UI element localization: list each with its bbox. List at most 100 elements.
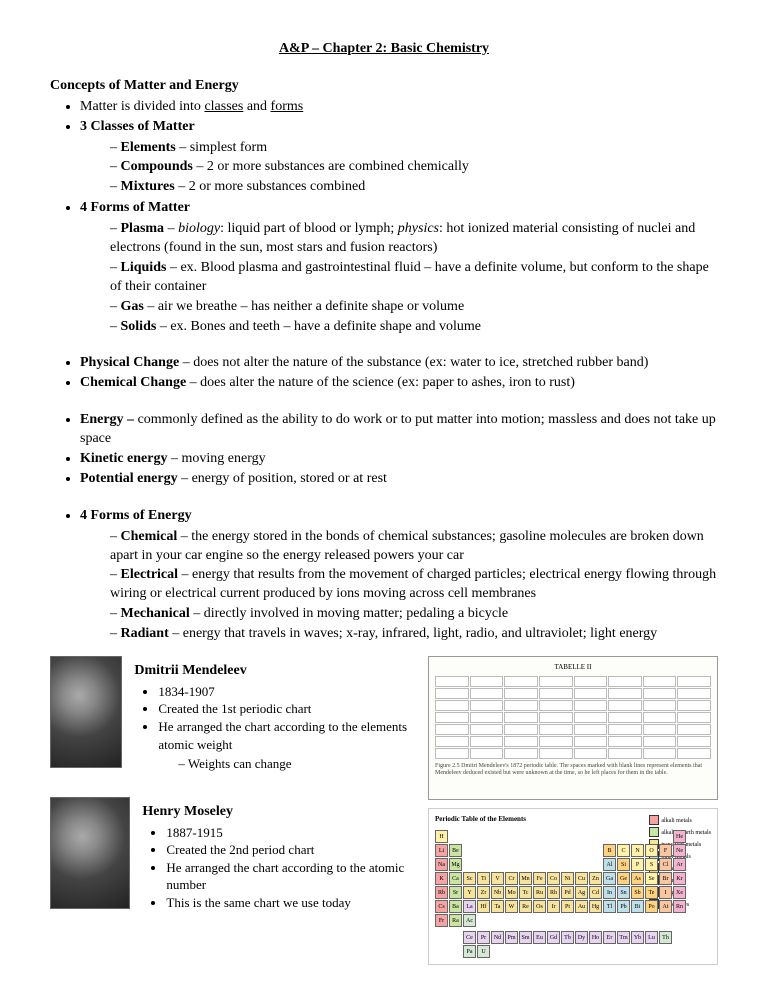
element-cell: Mg: [449, 858, 462, 871]
element-cell: La: [463, 900, 476, 913]
element-cell: Al: [603, 858, 616, 871]
element-cell: Zr: [477, 886, 490, 899]
list-item: 1834-1907: [158, 683, 408, 701]
element-cell: Gd: [547, 931, 560, 944]
list-item: Solids – ex. Bones and teeth – have a de…: [110, 318, 718, 337]
list-item: Physical Change – does not alter the nat…: [80, 354, 718, 373]
element-cell: Cl: [659, 858, 672, 871]
element-cell: Sn: [617, 886, 630, 899]
list-item: Weights can change: [178, 755, 408, 773]
list-item: 1887-1915: [166, 824, 408, 842]
element-cell: Hf: [477, 900, 490, 913]
element-cell: Pm: [505, 931, 518, 944]
list-item: Mixtures – 2 or more substances combined: [110, 178, 718, 197]
portrait-image: [50, 797, 130, 909]
element-cell: Ho: [589, 931, 602, 944]
element-cell: Po: [645, 900, 658, 913]
element-cell: V: [491, 872, 504, 885]
person-name: Henry Moseley: [142, 803, 408, 822]
outline-list: Energy – commonly defined as the ability…: [80, 411, 718, 489]
person-block: Henry Moseley 1887-1915 Created the 2nd …: [50, 797, 408, 912]
element-cell: Er: [603, 931, 616, 944]
list-item: Gas – air we breathe – has neither a def…: [110, 298, 718, 317]
element-cell: Tl: [603, 900, 616, 913]
element-cell: Lu: [645, 931, 658, 944]
list-item: Mechanical – directly involved in moving…: [110, 605, 718, 624]
list-item: Created the 1st periodic chart: [158, 700, 408, 718]
list-item: Liquids – ex. Blood plasma and gastroint…: [110, 259, 718, 297]
element-cell: Ag: [575, 886, 588, 899]
element-cell: Eu: [533, 931, 546, 944]
element-cell: Na: [435, 858, 448, 871]
element-cell: Si: [617, 858, 630, 871]
page-title: A&P – Chapter 2: Basic Chemistry: [50, 40, 718, 59]
element-cell: At: [659, 900, 672, 913]
section-heading: Concepts of Matter and Energy: [50, 77, 718, 96]
element-cell: Ce: [463, 931, 476, 944]
list-item: Kinetic energy – moving energy: [80, 450, 718, 469]
element-cell: Y: [463, 886, 476, 899]
list-item: Matter is divided into classes and forms: [80, 98, 718, 117]
element-cell: Mo: [505, 886, 518, 899]
element-cell: Ta: [491, 900, 504, 913]
portrait-image: [50, 656, 122, 768]
element-cell: Ir: [547, 900, 560, 913]
element-cell: Yb: [631, 931, 644, 944]
person-block: Dmitrii Mendeleev 1834-1907 Created the …: [50, 656, 408, 773]
element-cell: Ac: [463, 914, 476, 927]
element-cell: Sc: [463, 872, 476, 885]
element-cell: I: [659, 886, 672, 899]
element-cell: Pt: [561, 900, 574, 913]
element-cell: Re: [519, 900, 532, 913]
element-cell: Zn: [589, 872, 602, 885]
element-cell: Pa: [463, 945, 476, 958]
list-item: 4 Forms of Matter Plasma – biology: liqu…: [80, 199, 718, 336]
element-cell: Ar: [673, 858, 686, 871]
list-item: 4 Forms of Energy Chemical – the energy …: [80, 507, 718, 644]
element-cell: Mn: [519, 872, 532, 885]
element-cell: Au: [575, 900, 588, 913]
element-cell: Hg: [589, 900, 602, 913]
outline-list: Physical Change – does not alter the nat…: [80, 354, 718, 393]
periodic-table: alkali metalsalkaline earth metalstransi…: [428, 808, 718, 965]
element-cell: Pd: [561, 886, 574, 899]
list-item: He arranged the chart according to the e…: [158, 718, 408, 773]
element-cell: S: [645, 858, 658, 871]
element-cell: Sb: [631, 886, 644, 899]
element-cell: Th: [659, 931, 672, 944]
element-cell: B: [603, 844, 616, 857]
element-cell: He: [673, 830, 686, 843]
element-cell: Pr: [477, 931, 490, 944]
element-cell: Xe: [673, 886, 686, 899]
element-cell: Ca: [449, 872, 462, 885]
element-cell: Br: [659, 872, 672, 885]
list-item: Energy – commonly defined as the ability…: [80, 411, 718, 449]
element-cell: Rb: [435, 886, 448, 899]
list-item: He arranged the chart according to the a…: [166, 859, 408, 894]
element-cell: Te: [645, 886, 658, 899]
element-cell: Pb: [617, 900, 630, 913]
element-cell: Cd: [589, 886, 602, 899]
element-cell: Ra: [449, 914, 462, 927]
element-cell: W: [505, 900, 518, 913]
element-cell: Kr: [673, 872, 686, 885]
person-name: Dmitrii Mendeleev: [134, 662, 408, 681]
outline-list: Matter is divided into classes and forms…: [80, 98, 718, 337]
element-cell: Fe: [533, 872, 546, 885]
element-cell: Tc: [519, 886, 532, 899]
element-cell: Co: [547, 872, 560, 885]
element-cell: Sm: [519, 931, 532, 944]
element-cell: Ne: [673, 844, 686, 857]
element-cell: P: [631, 858, 644, 871]
element-cell: Sr: [449, 886, 462, 899]
element-cell: Tb: [561, 931, 574, 944]
element-cell: C: [617, 844, 630, 857]
element-cell: Rh: [547, 886, 560, 899]
list-item: Electrical – energy that results from th…: [110, 566, 718, 604]
element-cell: Ti: [477, 872, 490, 885]
element-cell: Cu: [575, 872, 588, 885]
element-cell: Ga: [603, 872, 616, 885]
element-cell: In: [603, 886, 616, 899]
element-cell: Ba: [449, 900, 462, 913]
element-cell: K: [435, 872, 448, 885]
